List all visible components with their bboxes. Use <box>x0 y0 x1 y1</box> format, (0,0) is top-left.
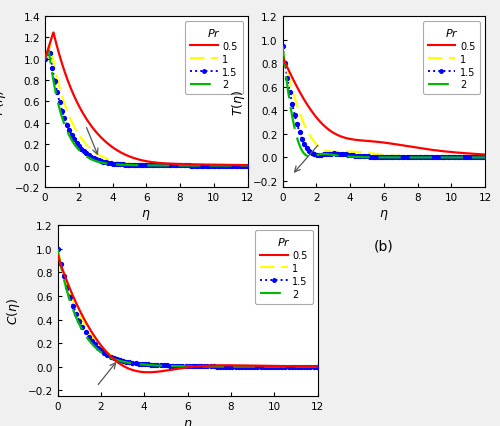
Text: (a): (a) <box>136 239 156 253</box>
Legend: 0.5, 1, 1.5, 2: 0.5, 1, 1.5, 2 <box>423 22 480 95</box>
X-axis label: $\eta$: $\eta$ <box>142 208 151 222</box>
Text: (b): (b) <box>374 239 394 253</box>
Legend: 0.5, 1, 1.5, 2: 0.5, 1, 1.5, 2 <box>186 22 242 95</box>
X-axis label: $\eta$: $\eta$ <box>379 208 388 222</box>
Y-axis label: $f'(\eta)$: $f'(\eta)$ <box>0 89 10 115</box>
X-axis label: $\eta$: $\eta$ <box>182 417 192 426</box>
Y-axis label: $T(\eta)$: $T(\eta)$ <box>230 89 247 115</box>
Y-axis label: $C(\eta)$: $C(\eta)$ <box>5 297 22 325</box>
Legend: 0.5, 1, 1.5, 2: 0.5, 1, 1.5, 2 <box>256 230 312 304</box>
